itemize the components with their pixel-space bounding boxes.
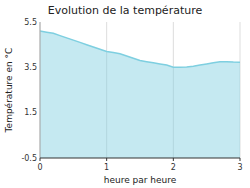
y-axis-line	[40, 22, 41, 158]
axes: 0 1 2 3 -0.5 1.5 3.5 5.5	[21, 18, 242, 173]
y-axis-label: Température en °C	[4, 48, 14, 134]
line	[40, 31, 240, 67]
x-tick-label: 3	[237, 163, 242, 172]
grid	[40, 22, 240, 158]
x-axis-line	[40, 158, 240, 159]
grid-line	[40, 22, 41, 158]
x-axis-label: heure par heure	[104, 175, 177, 185]
y-tick-label: 3.5	[24, 63, 37, 72]
title: Evolution de la température	[48, 4, 203, 17]
x-tick	[173, 158, 174, 161]
y-tick-label: -0.5	[21, 154, 37, 163]
plot-area	[40, 31, 240, 158]
x-tick-label: 2	[171, 163, 176, 172]
chart: 0 1 2 3 -0.5 1.5 3.5 5.5 Evolution de la tempéra…	[0, 0, 250, 188]
area	[40, 31, 240, 158]
y-tick-label: 5.5	[24, 18, 37, 27]
x-tick-label: 0	[37, 163, 42, 172]
y-tick-label: 1.5	[24, 108, 37, 117]
x-tick	[240, 158, 241, 161]
x-tick-label: 1	[104, 163, 109, 172]
x-tick	[40, 158, 41, 161]
x-tick	[106, 158, 107, 161]
